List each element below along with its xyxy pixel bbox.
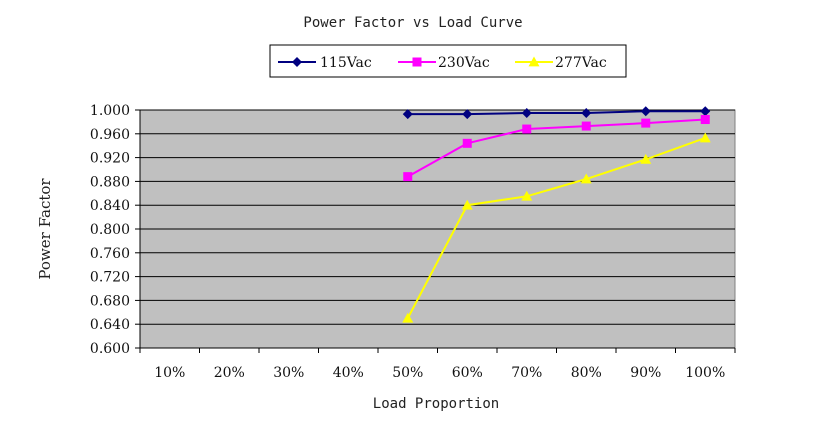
x-tick-label: 100% bbox=[685, 365, 725, 381]
data-point bbox=[462, 138, 472, 148]
data-point bbox=[461, 199, 473, 210]
y-axis-label: Power Factor bbox=[36, 178, 54, 280]
data-point bbox=[581, 107, 592, 118]
data-point bbox=[640, 153, 652, 164]
legend-label: 115Vac bbox=[320, 55, 372, 71]
y-tick-label: 0.840 bbox=[90, 198, 130, 214]
x-tick-label: 60% bbox=[452, 365, 483, 381]
x-tick-label: 20% bbox=[214, 365, 245, 381]
data-point bbox=[521, 190, 533, 201]
data-point bbox=[462, 109, 473, 120]
data-series bbox=[402, 106, 711, 323]
data-point bbox=[700, 106, 711, 117]
series-115Vac bbox=[402, 106, 711, 120]
x-tick-label: 30% bbox=[273, 365, 304, 381]
y-tick-label: 0.920 bbox=[90, 151, 130, 167]
chart-legend: 115Vac 230Vac 277Vac bbox=[269, 44, 627, 78]
series-line bbox=[407, 118, 706, 178]
legend-item: 230Vac bbox=[398, 55, 490, 71]
legend-item: 277Vac bbox=[515, 55, 607, 71]
y-tick-label: 0.960 bbox=[90, 127, 130, 143]
data-point bbox=[521, 107, 532, 118]
data-point bbox=[700, 115, 710, 125]
y-tick-label: 0.600 bbox=[90, 341, 130, 357]
x-axis-ticks: 10% 20% 30% 40% 50% 60% 70% 80% 90% 100% bbox=[139, 348, 736, 381]
chart-title: Power Factor vs Load Curve bbox=[303, 15, 522, 31]
x-tick-label: 80% bbox=[571, 365, 602, 381]
series-230Vac bbox=[403, 115, 710, 182]
legend-item: 115Vac bbox=[278, 55, 372, 71]
series-line bbox=[407, 110, 706, 116]
y-tick-label: 0.880 bbox=[90, 174, 130, 190]
y-tick-label: 0.640 bbox=[90, 317, 130, 333]
legend-box bbox=[269, 44, 627, 78]
x-tick-label: 50% bbox=[392, 365, 423, 381]
legend-marker bbox=[292, 57, 302, 67]
y-tick-label: 0.760 bbox=[90, 246, 130, 262]
x-tick-label: 10% bbox=[154, 365, 185, 381]
data-point bbox=[641, 118, 651, 128]
data-point bbox=[581, 121, 591, 131]
data-point bbox=[522, 124, 532, 134]
data-point bbox=[402, 109, 413, 120]
data-point bbox=[403, 172, 413, 182]
legend-marker bbox=[528, 56, 540, 67]
y-tick-label: 1.000 bbox=[90, 103, 130, 119]
y-axis-ticks: 0.600 0.640 0.680 0.720 0.760 0.800 0.840 0.880… bbox=[90, 103, 140, 357]
x-tick-label: 70% bbox=[511, 365, 542, 381]
data-point bbox=[640, 106, 651, 117]
y-tick-label: 0.720 bbox=[90, 270, 130, 286]
data-point bbox=[580, 173, 592, 184]
series-line bbox=[406, 137, 706, 319]
x-tick-label: 40% bbox=[333, 365, 364, 381]
y-tick-label: 0.680 bbox=[90, 293, 130, 309]
series-277Vac bbox=[402, 132, 711, 323]
data-point bbox=[699, 132, 711, 143]
legend-label: 277Vac bbox=[555, 55, 607, 71]
x-axis-label: Load Proportion bbox=[373, 396, 499, 412]
y-tick-label: 0.800 bbox=[90, 222, 130, 238]
x-tick-label: 90% bbox=[630, 365, 661, 381]
legend-label: 230Vac bbox=[438, 55, 490, 71]
data-point bbox=[402, 312, 414, 323]
legend-marker bbox=[412, 57, 422, 67]
